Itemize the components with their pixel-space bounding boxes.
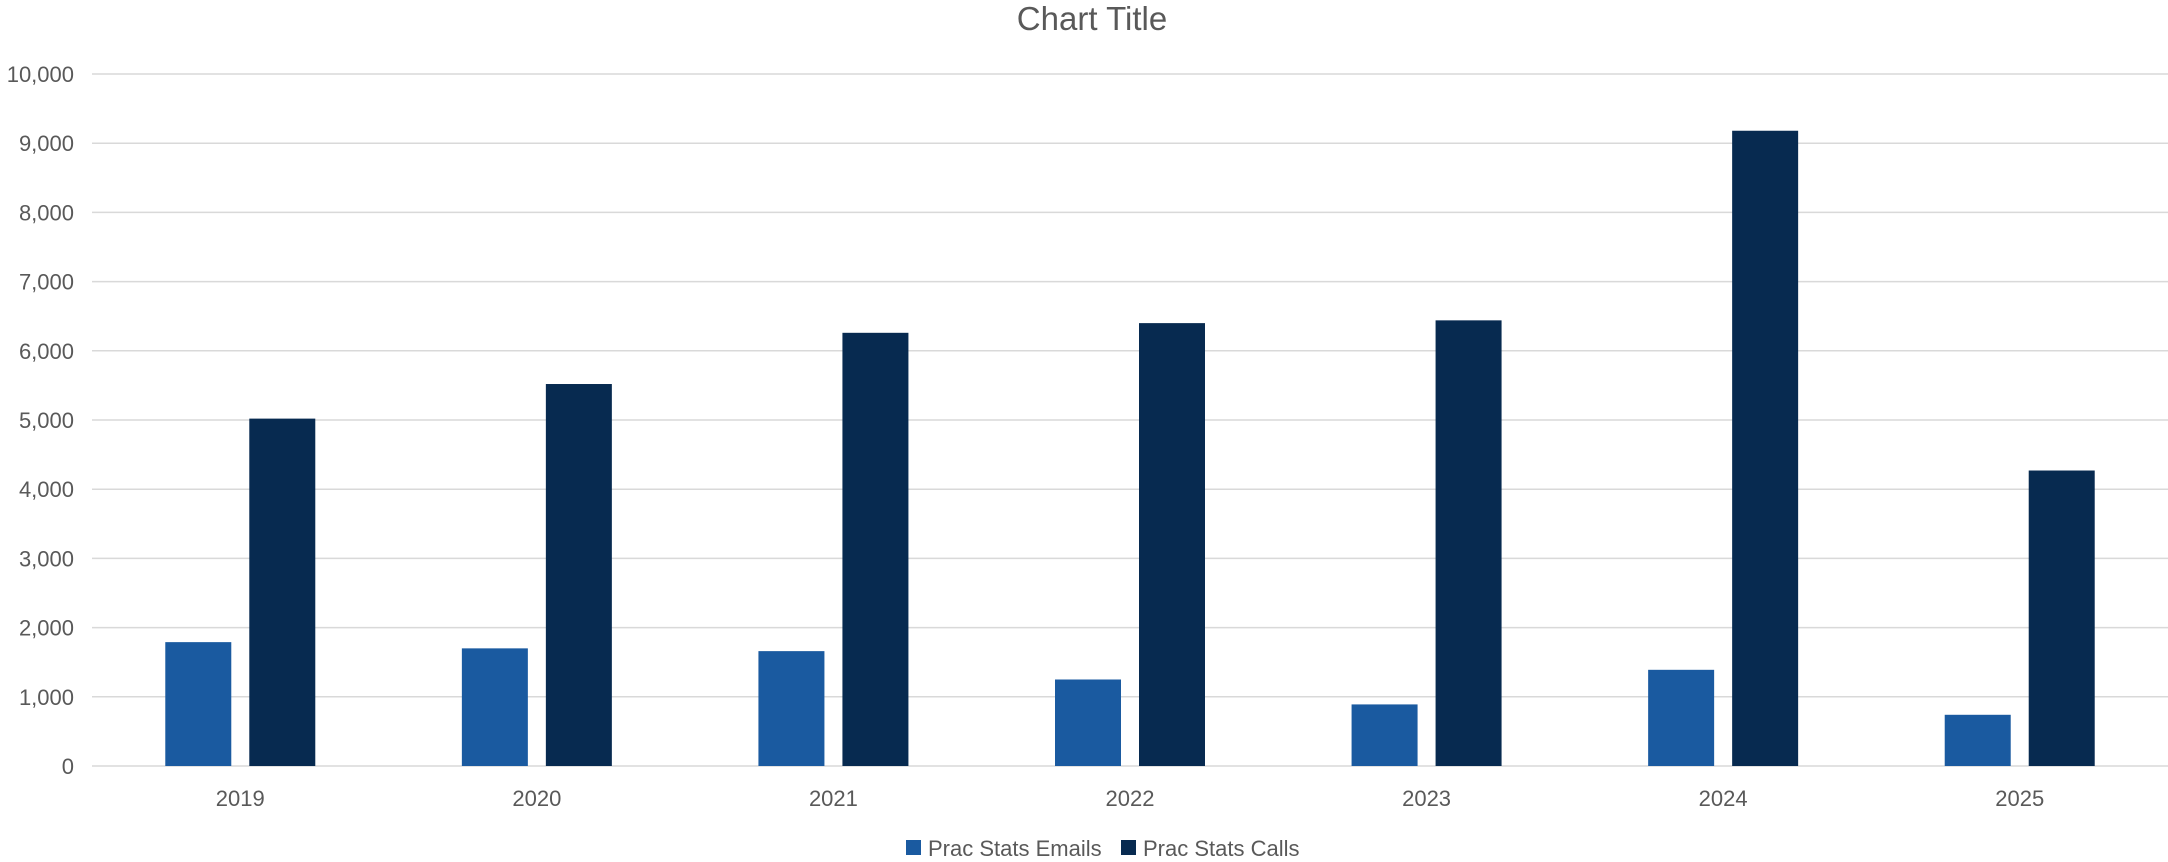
- y-tick-label: 6,000: [19, 339, 74, 364]
- x-tick-label: 2023: [1402, 786, 1451, 811]
- y-tick-label: 5,000: [19, 408, 74, 433]
- y-tick-label: 4,000: [19, 477, 74, 502]
- y-tick-label: 8,000: [19, 200, 74, 225]
- y-tick-label: 3,000: [19, 546, 74, 571]
- bar-prac-stats-calls-2025: [2028, 470, 2095, 766]
- x-tick-label: 2021: [809, 786, 858, 811]
- x-tick-label: 2022: [1106, 786, 1155, 811]
- legend-swatch: [1121, 840, 1136, 855]
- chart-title: Chart Title: [1017, 0, 1167, 37]
- bar-prac-stats-calls-2021: [842, 332, 909, 766]
- bar-prac-stats-emails-2019: [165, 642, 232, 766]
- x-tick-label: 2019: [216, 786, 265, 811]
- legend: Prac Stats Emails Prac Stats Calls: [906, 836, 1300, 861]
- y-tick-label: 9,000: [19, 131, 74, 156]
- x-tick-label: 2025: [1995, 786, 2044, 811]
- legend-label: Prac Stats Emails: [928, 836, 1102, 861]
- bar-prac-stats-calls-2023: [1435, 320, 1502, 766]
- y-tick-label: 1,000: [19, 685, 74, 710]
- x-axis-ticks: 2019 2020 2021 2022 2023 2024 2025: [216, 786, 2044, 811]
- y-tick-label: 0: [62, 754, 74, 779]
- y-axis-ticks: 0 1,000 2,000 3,000 4,000 5,000 6,000 7,000 8,00…: [7, 62, 74, 779]
- bar-prac-stats-calls-2020: [545, 384, 612, 766]
- bar-prac-stats-calls-2024: [1732, 130, 1799, 766]
- bar-prac-stats-emails-2025: [1944, 714, 2011, 766]
- bar-prac-stats-emails-2024: [1648, 669, 1715, 766]
- bar-prac-stats-emails-2022: [1055, 679, 1121, 766]
- bar-prac-stats-emails-2021: [758, 651, 825, 766]
- bar-prac-stats-emails-2020: [461, 648, 528, 766]
- legend-swatch: [906, 840, 921, 855]
- bars: [165, 130, 2095, 766]
- y-tick-label: 2,000: [19, 616, 74, 641]
- x-tick-label: 2020: [512, 786, 561, 811]
- y-tick-label: 7,000: [19, 270, 74, 295]
- bar-prac-stats-emails-2023: [1351, 704, 1418, 766]
- gridlines: [92, 73, 2168, 767]
- x-tick-label: 2024: [1699, 786, 1748, 811]
- y-tick-label: 10,000: [7, 62, 74, 87]
- bar-prac-stats-calls-2019: [249, 418, 316, 766]
- bar-prac-stats-calls-2022: [1139, 323, 1205, 766]
- legend-label: Prac Stats Calls: [1143, 836, 1300, 861]
